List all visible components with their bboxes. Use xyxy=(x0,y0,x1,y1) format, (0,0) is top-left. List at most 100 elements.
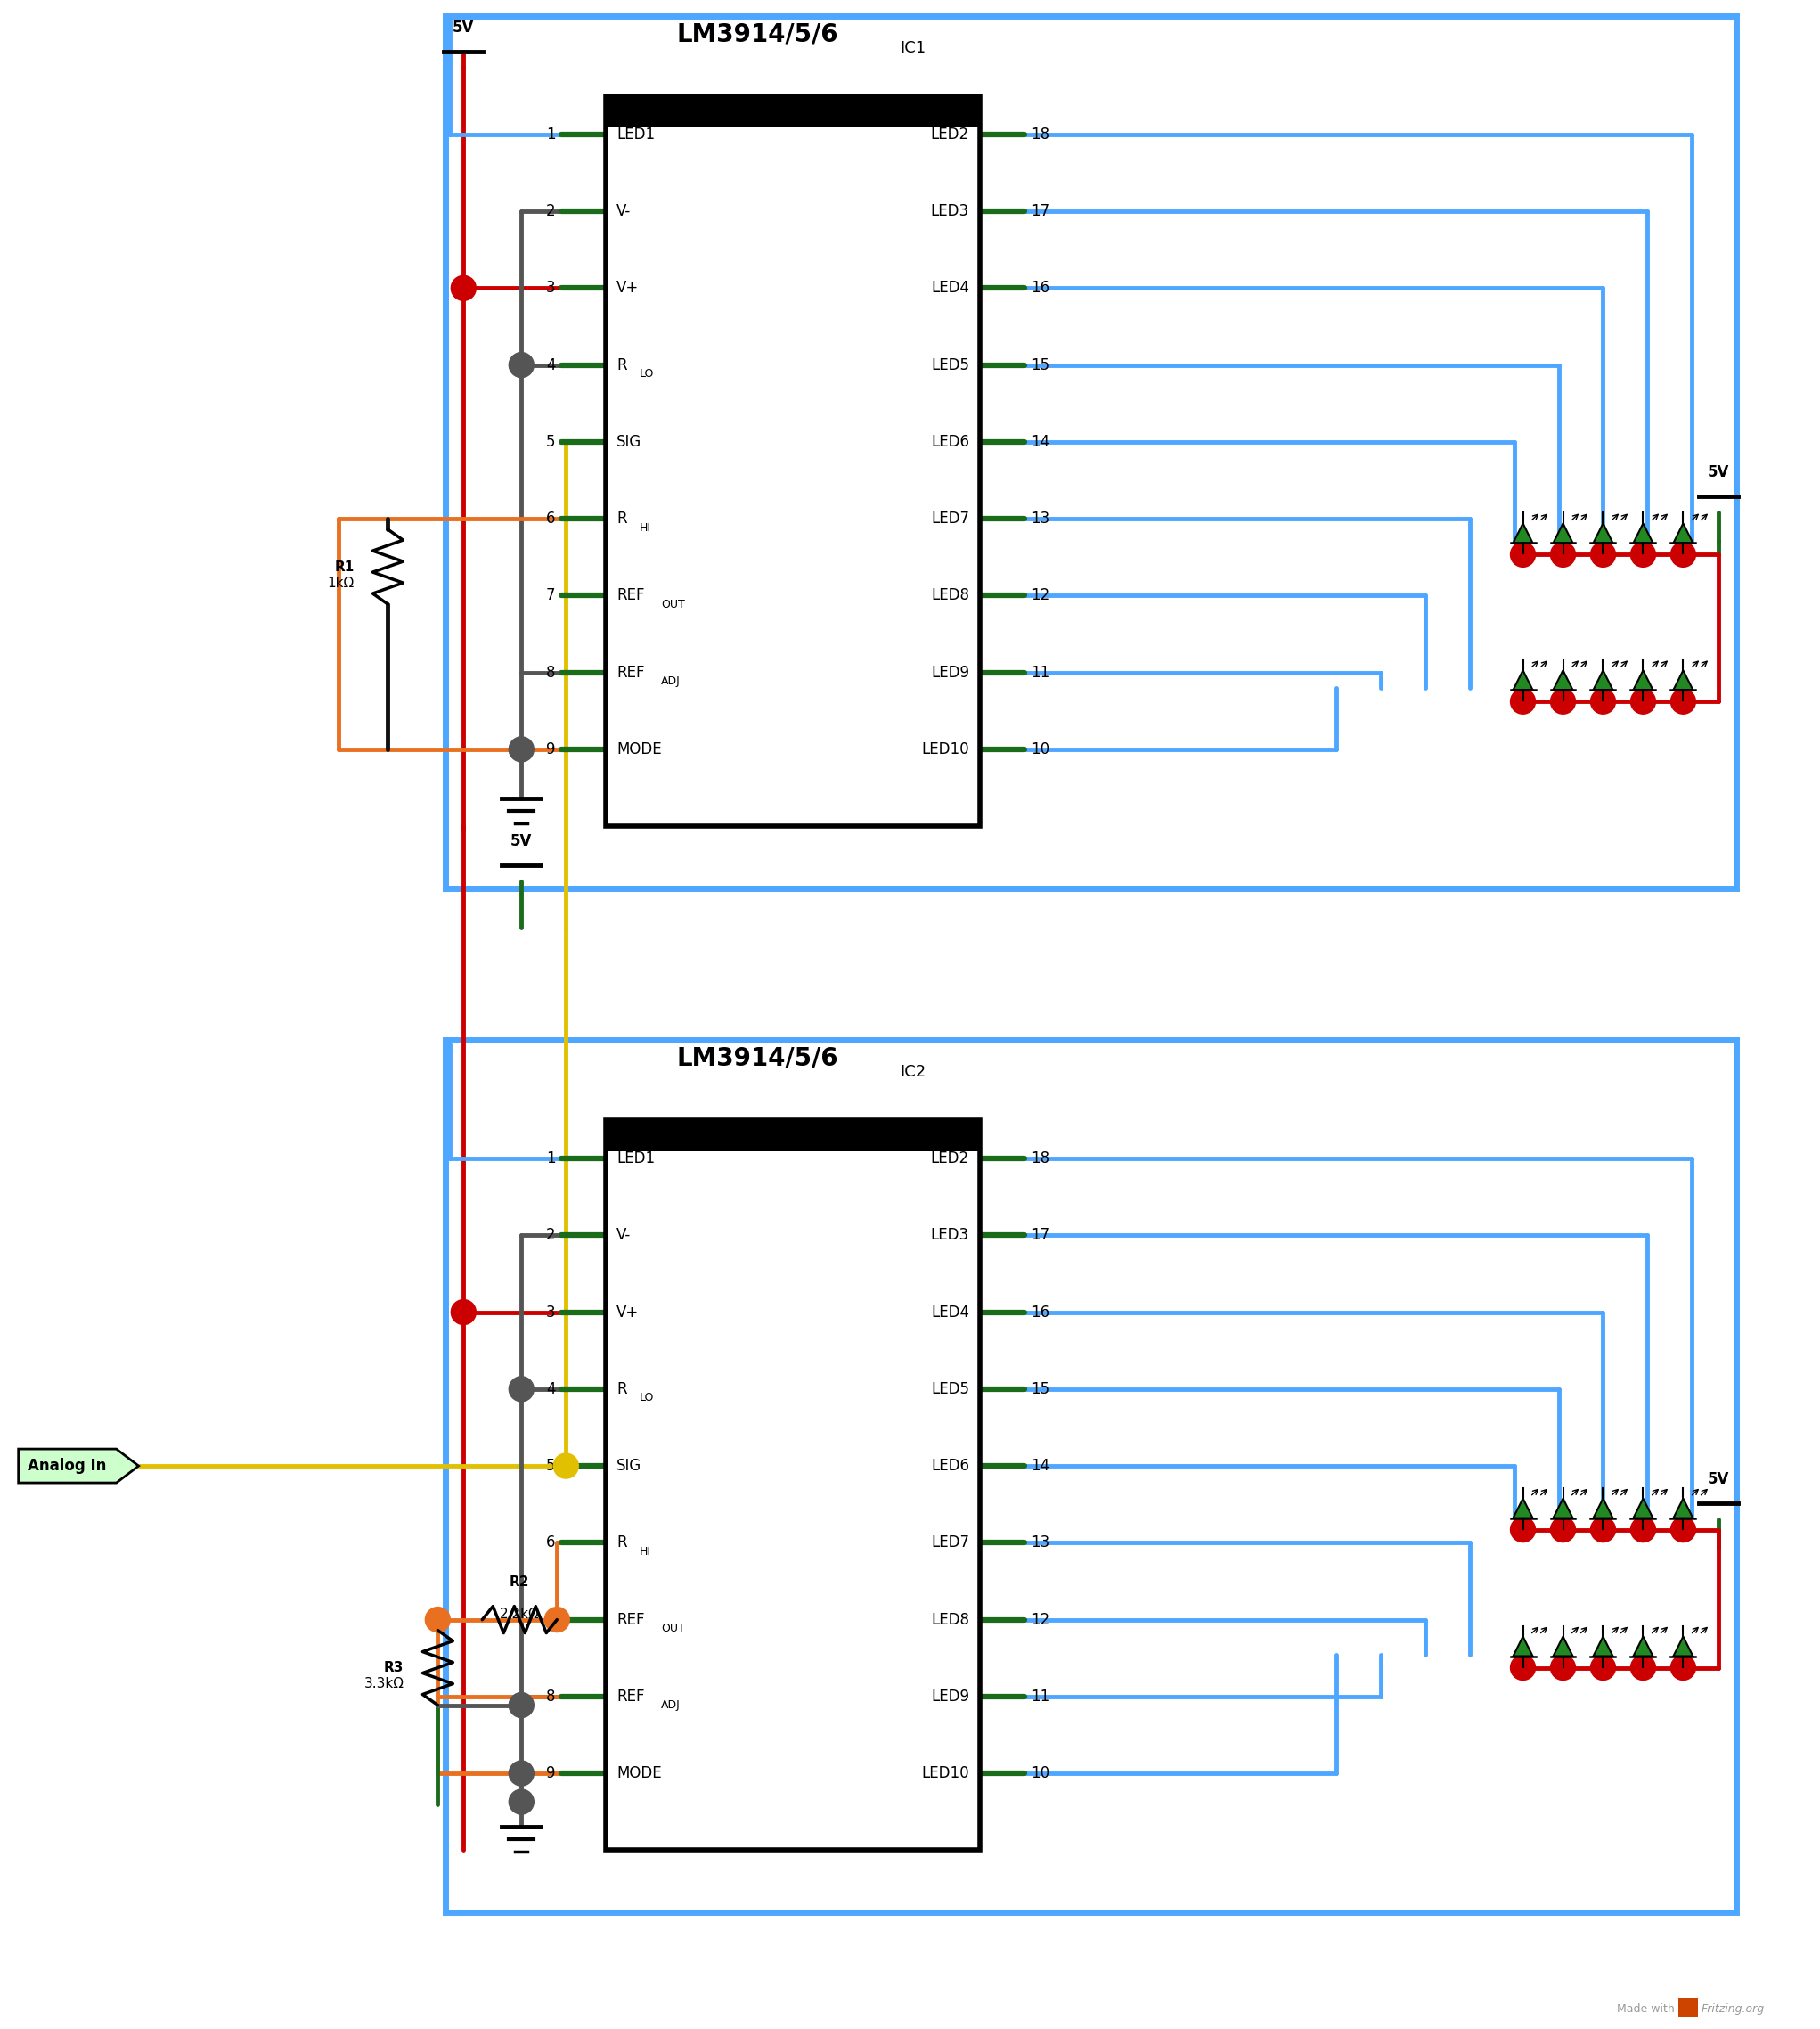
Circle shape xyxy=(1631,690,1656,714)
Circle shape xyxy=(1591,542,1616,566)
Text: R3: R3 xyxy=(384,1662,404,1674)
Circle shape xyxy=(1591,1656,1616,1680)
Text: 7: 7 xyxy=(546,588,555,603)
Circle shape xyxy=(1511,542,1536,566)
Circle shape xyxy=(510,1790,533,1814)
Text: 3: 3 xyxy=(546,1305,555,1321)
Circle shape xyxy=(451,276,477,300)
Text: V+: V+ xyxy=(617,1305,639,1321)
Text: 17: 17 xyxy=(1030,203,1050,219)
Bar xyxy=(446,16,1736,889)
Polygon shape xyxy=(1633,670,1653,690)
Polygon shape xyxy=(1512,670,1532,690)
Circle shape xyxy=(1631,1518,1656,1542)
Text: SIG: SIG xyxy=(617,1459,642,1473)
Text: 13: 13 xyxy=(1030,511,1050,528)
Text: 1: 1 xyxy=(546,126,555,142)
Text: 9: 9 xyxy=(546,1765,555,1781)
Text: LED7: LED7 xyxy=(930,511,970,528)
Bar xyxy=(606,95,979,128)
Polygon shape xyxy=(1592,1637,1613,1656)
Text: 14: 14 xyxy=(1030,1459,1050,1473)
Text: LED5: LED5 xyxy=(930,1382,970,1398)
Text: R: R xyxy=(617,1382,628,1398)
Text: 15: 15 xyxy=(1030,1382,1050,1398)
Bar xyxy=(606,1120,979,1850)
Polygon shape xyxy=(1552,1499,1572,1518)
Text: 9: 9 xyxy=(546,741,555,757)
Text: ADJ: ADJ xyxy=(661,1700,681,1710)
Polygon shape xyxy=(1633,523,1653,544)
Text: 8: 8 xyxy=(546,1688,555,1704)
Text: 1: 1 xyxy=(546,1150,555,1167)
Circle shape xyxy=(1671,690,1696,714)
Text: 4: 4 xyxy=(546,357,555,373)
Polygon shape xyxy=(18,1449,138,1483)
Circle shape xyxy=(553,1453,579,1479)
Text: Fritzing.org: Fritzing.org xyxy=(1702,2003,1764,2015)
Text: HI: HI xyxy=(641,521,652,534)
Circle shape xyxy=(1671,1518,1696,1542)
Text: 5: 5 xyxy=(546,434,555,450)
Circle shape xyxy=(1511,1656,1536,1680)
Text: LED10: LED10 xyxy=(921,1765,970,1781)
Text: REF: REF xyxy=(617,588,644,603)
Circle shape xyxy=(1631,542,1656,566)
Bar xyxy=(446,1041,1736,1913)
Text: OUT: OUT xyxy=(661,1623,684,1633)
Text: LED8: LED8 xyxy=(930,1611,970,1627)
Circle shape xyxy=(1591,690,1616,714)
Text: 5V: 5V xyxy=(1707,1471,1729,1487)
Bar xyxy=(606,95,979,826)
Text: LED6: LED6 xyxy=(930,434,970,450)
Text: 10: 10 xyxy=(1030,1765,1050,1781)
Text: MODE: MODE xyxy=(617,741,662,757)
Text: LED6: LED6 xyxy=(930,1459,970,1473)
Text: 2.2kΩ: 2.2kΩ xyxy=(501,1607,539,1621)
Text: LED9: LED9 xyxy=(930,663,970,680)
Circle shape xyxy=(544,1607,570,1631)
Circle shape xyxy=(1551,1518,1576,1542)
Text: IC2: IC2 xyxy=(901,1063,926,1079)
Text: Analog In: Analog In xyxy=(27,1459,107,1473)
Text: 14: 14 xyxy=(1030,434,1050,450)
Text: REF: REF xyxy=(617,663,644,680)
Polygon shape xyxy=(1512,1637,1532,1656)
Polygon shape xyxy=(1673,1637,1693,1656)
Polygon shape xyxy=(1592,523,1613,544)
Text: 11: 11 xyxy=(1030,1688,1050,1704)
Polygon shape xyxy=(1512,1499,1532,1518)
Text: 11: 11 xyxy=(1030,663,1050,680)
Text: MODE: MODE xyxy=(617,1765,662,1781)
Circle shape xyxy=(1551,1656,1576,1680)
Text: V+: V+ xyxy=(617,280,639,296)
Text: LED4: LED4 xyxy=(930,280,970,296)
Polygon shape xyxy=(1633,1499,1653,1518)
Text: 4: 4 xyxy=(546,1382,555,1398)
Text: 16: 16 xyxy=(1030,280,1050,296)
Text: LED3: LED3 xyxy=(930,203,970,219)
Circle shape xyxy=(1631,1656,1656,1680)
Text: 3.3kΩ: 3.3kΩ xyxy=(364,1678,404,1690)
Text: 18: 18 xyxy=(1030,1150,1050,1167)
Text: LO: LO xyxy=(641,1392,655,1404)
Text: LED8: LED8 xyxy=(930,588,970,603)
Text: 16: 16 xyxy=(1030,1305,1050,1321)
Circle shape xyxy=(510,353,533,377)
Text: ADJ: ADJ xyxy=(661,676,681,688)
Circle shape xyxy=(1671,1656,1696,1680)
Text: LED3: LED3 xyxy=(930,1228,970,1244)
Text: 5V: 5V xyxy=(1707,465,1729,481)
Text: 12: 12 xyxy=(1030,588,1050,603)
Polygon shape xyxy=(1633,1637,1653,1656)
Text: LED5: LED5 xyxy=(930,357,970,373)
Text: 5: 5 xyxy=(546,1459,555,1473)
Text: LED2: LED2 xyxy=(930,1150,970,1167)
Text: REF: REF xyxy=(617,1611,644,1627)
Text: IC1: IC1 xyxy=(901,41,926,57)
Circle shape xyxy=(426,1607,450,1631)
Text: 1kΩ: 1kΩ xyxy=(328,576,355,590)
Text: 18: 18 xyxy=(1030,126,1050,142)
Circle shape xyxy=(1671,542,1696,566)
Text: 17: 17 xyxy=(1030,1228,1050,1244)
